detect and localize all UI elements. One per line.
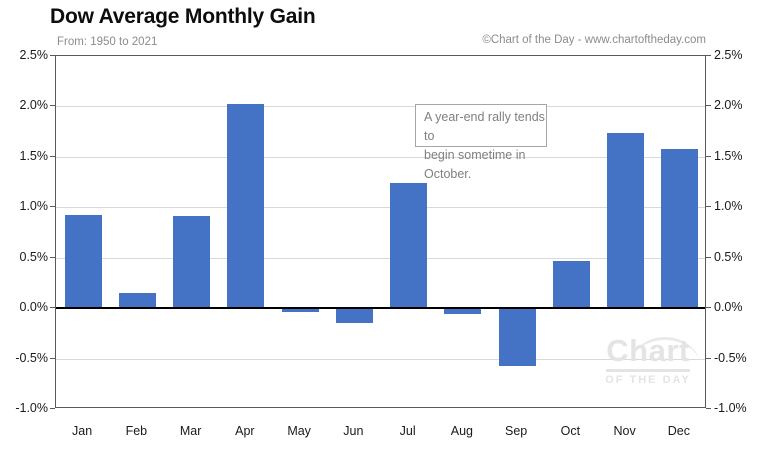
x-axis-label-jan: Jan xyxy=(72,424,93,438)
bar-feb xyxy=(118,293,156,309)
bar-aug xyxy=(444,308,482,315)
tick-mark-right xyxy=(706,105,711,107)
gridline xyxy=(56,358,705,360)
x-axis-label-aug: Aug xyxy=(450,424,473,438)
tick-mark-right xyxy=(706,206,711,208)
bar-dec xyxy=(661,148,699,309)
watermark-subtitle: OF THE DAY xyxy=(605,374,691,386)
x-axis-label-oct: Oct xyxy=(560,424,581,438)
y-axis-label-right: 1.5% xyxy=(714,148,743,163)
page-title: Dow Average Monthly Gain xyxy=(50,5,316,28)
y-axis-label-left: 1.5% xyxy=(19,148,49,163)
bar-nov xyxy=(607,132,645,309)
tick-mark-right xyxy=(706,357,711,359)
x-axis-label-nov: Nov xyxy=(613,424,636,438)
annotation-box: A year-end rally tends to begin sometime… xyxy=(415,104,547,181)
bar-jul xyxy=(390,183,428,309)
y-axis-label-left: 0.0% xyxy=(19,300,49,315)
y-axis-label-right: 0.5% xyxy=(714,249,743,264)
y-axis-label-left: 1.0% xyxy=(19,199,49,214)
gridline xyxy=(56,106,705,108)
x-axis-label-apr: Apr xyxy=(235,424,255,438)
tick-mark-left xyxy=(50,408,55,409)
bar-oct xyxy=(552,260,590,309)
y-axis-label-right: 1.0% xyxy=(714,199,743,214)
watermark-arc xyxy=(630,337,700,366)
gridline xyxy=(56,257,705,259)
y-axis-label-right: 2.5% xyxy=(714,48,743,62)
annotation-text-line1: A year-end rally tends to xyxy=(424,110,545,143)
bar-apr xyxy=(227,104,265,309)
gridline xyxy=(56,156,705,158)
y-axis-label-left: -0.5% xyxy=(15,350,48,365)
y-axis-label-left: 0.5% xyxy=(19,249,49,264)
plot-area xyxy=(55,55,706,408)
tick-mark-right xyxy=(706,307,711,309)
y-axis-label-right: -0.5% xyxy=(714,350,747,365)
x-axis-label-feb: Feb xyxy=(125,424,148,438)
x-axis-label-mar: Mar xyxy=(179,424,202,438)
bar-mar xyxy=(173,216,211,309)
y-axis-label-left: 2.0% xyxy=(19,98,49,113)
x-axis-label-jun: Jun xyxy=(343,424,364,438)
tick-mark-right xyxy=(706,155,711,157)
tick-mark-right xyxy=(706,408,711,409)
watermark: Chart OF THE DAY xyxy=(597,334,699,386)
y-axis-label-right: -1.0% xyxy=(714,401,747,415)
tick-mark-right xyxy=(706,256,711,258)
x-axis-label-jul: Jul xyxy=(399,424,416,438)
gridline xyxy=(56,207,705,209)
y-axis-label-right: 2.0% xyxy=(714,98,743,113)
annotation-text-line2: begin sometime in October. xyxy=(424,148,526,181)
x-axis-label-may: May xyxy=(287,424,311,438)
bar-jan xyxy=(64,215,102,309)
bar-sep xyxy=(498,308,536,366)
watermark-title: Chart xyxy=(606,334,690,372)
y-axis-label-left: -1.0% xyxy=(15,401,48,415)
x-axis-label-dec: Dec xyxy=(667,424,690,438)
zero-line xyxy=(56,307,705,310)
chart-subtitle: From: 1950 to 2021 xyxy=(57,36,158,48)
x-axis-label-sep: Sep xyxy=(505,424,528,438)
bar-may xyxy=(281,308,319,313)
tick-mark-right xyxy=(706,55,711,56)
y-axis-label-right: 0.0% xyxy=(714,300,743,315)
bar-jun xyxy=(335,308,373,324)
copyright-text: ©Chart of the Day - www.chartoftheday.co… xyxy=(482,34,706,46)
y-axis-label-left: 2.5% xyxy=(19,48,49,62)
